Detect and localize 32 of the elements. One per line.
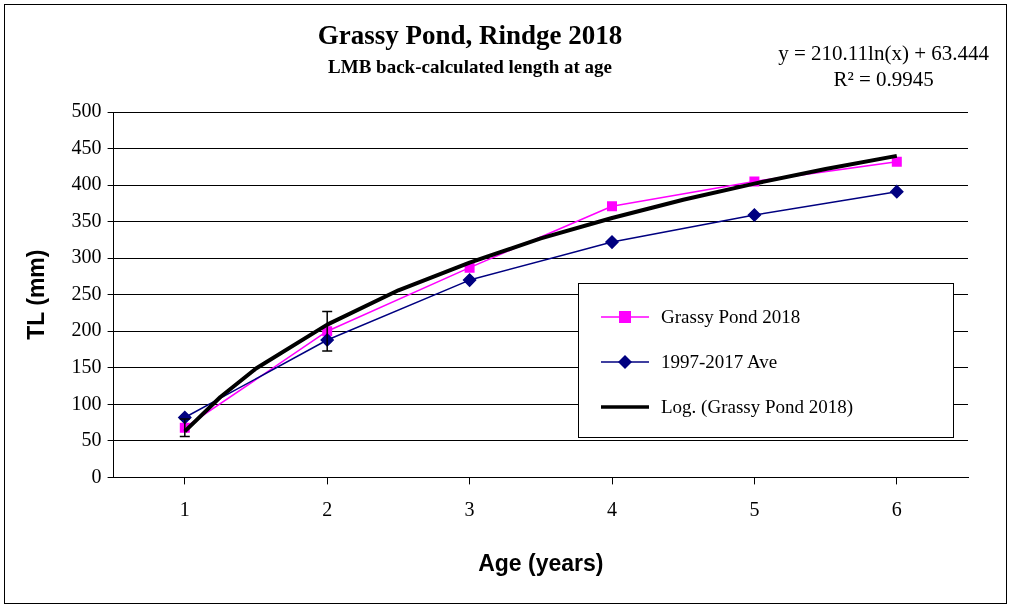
text: R² = 0.9945 [833,67,934,91]
legend-label: 1997-2017 Ave [661,350,778,373]
y-tick-label: 450 [71,135,102,158]
y-tick-label: 200 [71,318,102,341]
x-tick-label: 5 [749,497,760,520]
y-tick-label: 50 [81,428,102,451]
y-tick-label: 400 [71,172,102,195]
text: y = 210.11ln(x) + 63.444 [778,41,989,65]
chart-subtitle: LMB back-calculated length at age [328,56,612,78]
legend-label: Grassy Pond 2018 [661,305,801,328]
y-tick-label: 350 [71,208,102,231]
x-tick-label: 3 [464,497,475,520]
y-tick-label: 0 [91,464,102,487]
x-tick-label: 6 [891,497,902,520]
point [891,156,902,167]
y-tick-label: 100 [71,391,102,414]
legend-label: Log. (Grassy Pond 2018) [661,395,854,418]
x-tick-label: 2 [322,497,333,520]
point [747,208,762,222]
x-tick-label: 1 [179,497,190,520]
y-tick-label: 500 [71,99,102,122]
x-axis-title: Age (years) [478,549,604,576]
y-tick-label: 300 [71,245,102,268]
x-tick-label: 4 [607,497,617,520]
y-axis-title: TL (mm) [23,249,50,340]
point [607,201,617,212]
point [890,184,904,199]
y-tick-label: 150 [71,355,102,378]
y-tick-label: 250 [71,281,102,304]
chart-title: Grassy Pond, Rindge 2018 [317,20,623,51]
point [605,235,619,249]
point [462,273,477,287]
